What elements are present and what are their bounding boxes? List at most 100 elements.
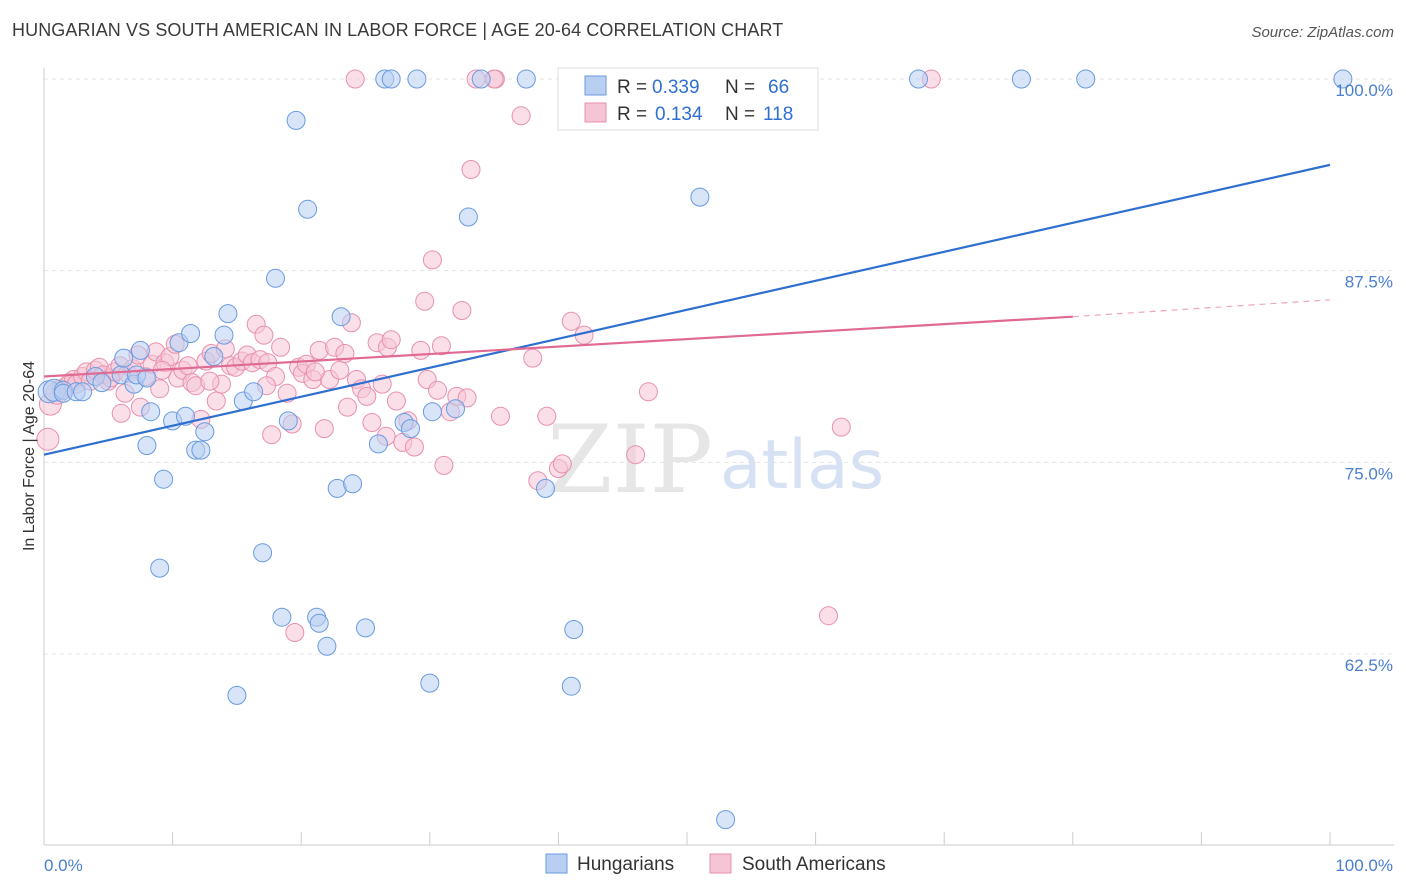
south-americans-point [428, 380, 447, 400]
hungarians-point [204, 347, 224, 366]
south-americans-point [831, 417, 851, 437]
south-americans-point [178, 356, 198, 376]
hungarians-point [286, 110, 306, 130]
south-americans-point [150, 379, 170, 399]
hungarians-point [137, 368, 157, 388]
south-americans-point [461, 160, 481, 179]
trend-lines [43, 163, 1331, 456]
x-tick-label-min: 0.0% [44, 856, 83, 875]
south-americans-point [415, 291, 435, 311]
south-americans-point [431, 336, 451, 356]
hungarians-point [137, 436, 157, 455]
south-americans-point [285, 623, 305, 642]
south-americans-point [491, 406, 510, 426]
south-americans-points [36, 69, 941, 642]
hungarians-point [446, 399, 465, 419]
hungarians-point [150, 558, 170, 578]
hungarians-point [218, 304, 238, 324]
hungarians-point [114, 348, 134, 368]
south-americans-point [552, 454, 572, 474]
south-americans-point [362, 413, 382, 432]
south-americans-point [452, 301, 472, 320]
south-americans-point [523, 348, 543, 368]
hungarians-point [564, 620, 584, 639]
south-americans-point [305, 362, 325, 382]
south-americans-point [511, 106, 531, 126]
chart-title: HUNGARIAN VS SOUTH AMERICAN IN LABOR FOR… [12, 20, 784, 40]
legend-n-value-hungarians: 66 [768, 77, 789, 98]
hungarians-point [214, 325, 234, 345]
south-americans-point [338, 397, 357, 417]
south-americans-point [206, 391, 226, 411]
hungarians-point [909, 69, 928, 89]
hungarians-point [191, 440, 211, 460]
south-americans-point [411, 340, 431, 360]
south-americans-point [434, 455, 454, 475]
south-americans-point [537, 406, 557, 426]
legend-r-label-hungarians: R = [617, 77, 652, 98]
bottom-legend-swatch-hungarians [545, 853, 568, 874]
hungarians-point [1333, 69, 1353, 89]
watermark: ZIP atlas [547, 406, 884, 515]
south-americans-trend-line-extension [1072, 299, 1331, 318]
hungarians-points [37, 69, 1353, 830]
hungarians-point [420, 673, 440, 693]
hungarians-point [331, 307, 351, 327]
hungarians-point [317, 636, 337, 656]
hungarians-point [471, 69, 491, 89]
hungarians-point [368, 434, 388, 454]
hungarians-point [130, 340, 150, 360]
south-americans-point [386, 391, 406, 411]
x-ticks [43, 832, 1331, 845]
chart-source: Source: ZipAtlas.com [1251, 24, 1394, 41]
hungarians-point [141, 402, 161, 422]
hungarians-point [298, 199, 318, 219]
south-americans-point [345, 69, 365, 89]
hungarians-point [690, 187, 710, 207]
hungarians-point [422, 402, 442, 422]
y-tick-label: 75.0% [1345, 464, 1393, 483]
hungarians-point [154, 469, 174, 489]
bottom-legend: Hungarians South Americans [545, 853, 886, 875]
south-americans-point [330, 360, 350, 380]
south-americans-point [638, 382, 658, 402]
y-axis-title: In Labor Force | Age 20-64 [21, 361, 38, 551]
y-tick-label: 100.0% [1335, 81, 1393, 100]
hungarians-point [458, 207, 478, 227]
y-tick-labels: 62.5% 75.0% 87.5% 100.0% [1335, 81, 1393, 675]
south-americans-point [404, 437, 424, 457]
bottom-legend-label-south-americans: South Americans [742, 854, 886, 875]
legend-swatch-hungarians [584, 75, 607, 96]
hungarians-point [227, 685, 247, 705]
x-tick-labels: 0.0% 100.0% [44, 856, 1393, 875]
axes [43, 68, 1394, 846]
hungarians-point [244, 382, 264, 402]
south-americans-point [626, 445, 646, 465]
south-americans-point [381, 330, 401, 350]
hungarians-point [253, 543, 273, 563]
hungarians-point [343, 474, 363, 494]
south-americans-point [314, 419, 334, 439]
legend: R = 0.339 N = 66 R = 0.134 N = 118 [557, 67, 819, 131]
legend-r-value-hungarians: 0.339 [652, 77, 700, 98]
south-americans-point [819, 606, 838, 626]
legend-n-label-hungarians: N = [725, 77, 760, 98]
hungarians-point [272, 607, 292, 627]
hungarians-point [195, 422, 215, 442]
watermark-atlas: atlas [720, 426, 884, 505]
hungarians-point [536, 478, 555, 498]
hungarians-point [278, 411, 298, 431]
hungarians-point [181, 324, 201, 343]
south-americans-point [254, 325, 274, 345]
y-tick-label: 62.5% [1345, 656, 1393, 675]
hungarians-point [309, 613, 329, 633]
hungarians-point [92, 373, 112, 393]
south-americans-point [36, 427, 60, 451]
hungarians-point [1011, 69, 1031, 89]
hungarians-point [266, 268, 285, 288]
south-americans-point [561, 311, 581, 331]
hungarians-point [381, 69, 401, 89]
hungarians-trend-line [43, 163, 1331, 456]
bottom-legend-label-hungarians: Hungarians [577, 854, 674, 875]
